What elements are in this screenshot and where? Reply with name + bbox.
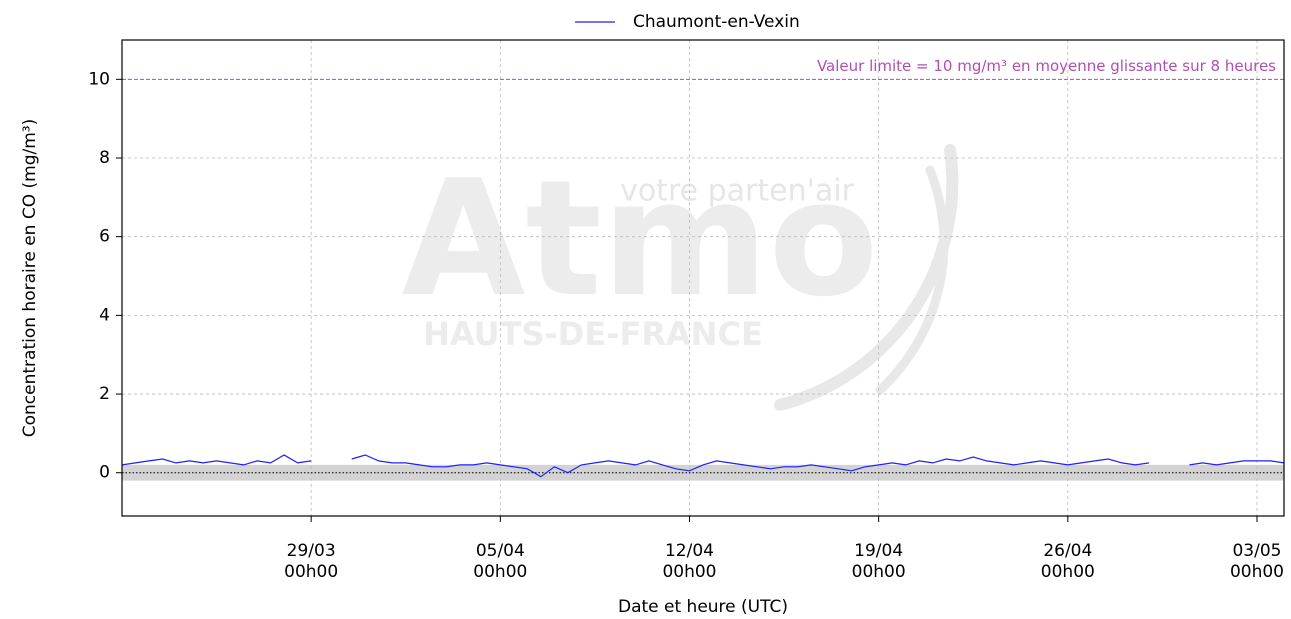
y-tick-label: 6 (99, 227, 110, 247)
x-tick-label: 29/03 00h00 (284, 541, 338, 582)
watermark-region: HAUTS-DE-FRANCE (423, 315, 763, 353)
x-tick-label-line: 00h00 (1230, 562, 1284, 582)
x-tick-label: 05/04 00h00 (473, 541, 527, 582)
x-tick-label-line: 00h00 (473, 562, 527, 582)
y-axis-label: Concentration horaire en CO (mg/m³) (20, 119, 40, 437)
y-tick-label: 4 (99, 305, 110, 325)
watermark-arc (875, 165, 949, 395)
watermark-tagline: votre parten'air (620, 174, 854, 209)
x-tick-label-line: 29/03 (287, 541, 336, 561)
y-tick-label: 0 (99, 463, 110, 483)
watermark-arc (774, 144, 959, 411)
x-tick-label: 26/04 00h00 (1041, 541, 1095, 582)
x-tick-label: 03/05 00h00 (1230, 541, 1284, 582)
x-tick-label-line: 00h00 (284, 562, 338, 582)
x-tick-label: 12/04 00h00 (662, 541, 716, 582)
x-axis-label: Date et heure (UTC) (618, 597, 788, 617)
y-tick-label: 10 (88, 69, 110, 89)
watermark-brand: Atmo (402, 145, 879, 332)
x-tick-label-line: 00h00 (852, 562, 906, 582)
y-tick-label: 2 (99, 384, 110, 404)
x-tick-label-line: 05/04 (476, 541, 525, 561)
watermark (774, 144, 959, 411)
series-line (121, 454, 1285, 478)
plot-frame (121, 39, 1285, 517)
x-tick-label-line: 03/05 (1232, 541, 1281, 561)
x-tick-label-line: 00h00 (1041, 562, 1095, 582)
y-tick-label: 8 (99, 148, 110, 168)
legend-label: Chaumont-en-Vexin (633, 12, 800, 32)
x-tick-label-line: 26/04 (1043, 541, 1092, 561)
reference-label: Valeur limite = 10 mg/m³ en moyenne glis… (817, 57, 1276, 75)
x-tick-label-line: 19/04 (854, 541, 903, 561)
x-tick-label: 19/04 00h00 (852, 541, 906, 582)
x-tick-label-line: 12/04 (665, 541, 714, 561)
x-tick-label-line: 00h00 (662, 562, 716, 582)
